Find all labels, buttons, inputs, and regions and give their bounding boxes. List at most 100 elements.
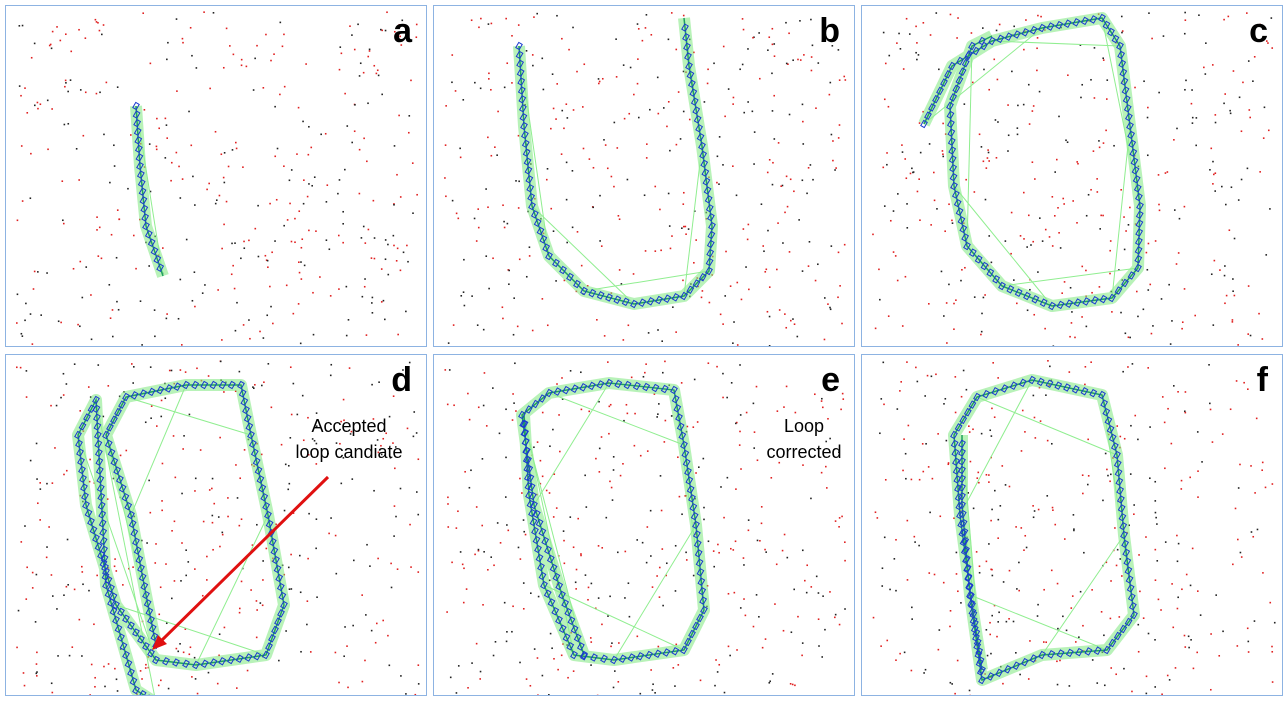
map-point: [608, 433, 610, 435]
map-point: [681, 513, 683, 515]
map-point: [839, 124, 841, 126]
map-point: [343, 399, 345, 401]
map-point: [824, 339, 826, 341]
map-point: [101, 34, 103, 36]
map-point: [346, 125, 348, 127]
map-point: [371, 384, 373, 386]
map-point: [36, 574, 38, 576]
map-point: [942, 153, 944, 155]
map-point: [315, 230, 317, 232]
map-point: [719, 136, 721, 138]
map-point: [464, 305, 466, 307]
map-point: [91, 338, 93, 340]
map-point: [797, 59, 799, 61]
map-point: [762, 245, 764, 247]
map-point: [476, 643, 478, 645]
map-point: [1238, 487, 1240, 489]
map-point: [542, 298, 544, 300]
map-point: [114, 165, 116, 167]
map-point: [707, 69, 709, 71]
map-point: [400, 675, 402, 677]
map-point: [63, 394, 65, 396]
map-point: [1124, 249, 1126, 251]
map-point: [520, 558, 522, 560]
map-point: [61, 180, 63, 182]
map-point: [835, 614, 837, 616]
map-point: [474, 554, 476, 556]
map-point: [1033, 516, 1035, 518]
map-point: [1147, 367, 1149, 369]
map-point: [590, 637, 592, 639]
map-point: [558, 414, 560, 416]
map-point: [986, 167, 988, 169]
map-point: [469, 419, 471, 421]
map-point: [287, 219, 289, 221]
map-point: [279, 94, 281, 96]
map-point: [645, 250, 647, 252]
map-point: [986, 629, 988, 631]
map-point: [464, 471, 466, 473]
map-point: [96, 21, 98, 23]
map-point: [980, 334, 982, 336]
map-point: [766, 269, 768, 271]
panel-plot: [434, 6, 855, 347]
map-point: [1067, 141, 1069, 143]
map-point: [37, 271, 39, 273]
map-point: [141, 678, 143, 680]
map-point: [739, 431, 741, 433]
annotation-line: Accepted: [274, 413, 424, 439]
map-point: [485, 255, 487, 257]
map-point: [359, 149, 361, 151]
map-point: [227, 497, 229, 499]
map-point: [613, 456, 615, 458]
map-point: [987, 157, 989, 159]
map-point: [910, 173, 912, 175]
map-point: [338, 235, 340, 237]
map-point: [818, 645, 820, 647]
map-point: [398, 115, 400, 117]
map-point: [233, 54, 235, 56]
map-point: [619, 269, 621, 271]
map-point: [1022, 410, 1024, 412]
map-point: [1100, 215, 1102, 217]
map-point: [1248, 285, 1250, 287]
map-point: [1232, 290, 1234, 292]
map-point: [1145, 536, 1147, 538]
map-point: [1151, 38, 1153, 40]
panel-label: e: [821, 361, 840, 400]
map-point: [341, 53, 343, 55]
map-point: [743, 228, 745, 230]
map-point: [1037, 615, 1039, 617]
map-point: [685, 552, 687, 554]
map-point: [657, 77, 659, 79]
panel: f: [861, 354, 1283, 696]
map-point: [492, 257, 494, 259]
map-point: [1094, 47, 1096, 49]
map-point: [598, 401, 600, 403]
map-point: [505, 496, 507, 498]
map-point: [1146, 252, 1148, 254]
map-point: [1116, 425, 1118, 427]
map-point: [109, 182, 111, 184]
map-point: [776, 269, 778, 271]
annotation: Loopcorrected: [754, 413, 854, 465]
map-point: [916, 59, 918, 61]
map-point: [347, 687, 349, 689]
map-point: [265, 255, 267, 257]
map-point: [943, 403, 945, 405]
map-point: [346, 645, 348, 647]
map-point: [371, 630, 373, 632]
map-point: [1197, 470, 1199, 472]
map-point: [291, 588, 293, 590]
map-point: [234, 288, 236, 290]
map-point: [37, 102, 39, 104]
map-point: [708, 540, 710, 542]
map-point: [393, 204, 395, 206]
map-point: [983, 69, 985, 71]
map-point: [132, 382, 134, 384]
map-point: [906, 177, 908, 179]
map-point: [1184, 646, 1186, 648]
map-point: [774, 603, 776, 605]
map-point: [880, 398, 882, 400]
map-point: [1259, 171, 1261, 173]
